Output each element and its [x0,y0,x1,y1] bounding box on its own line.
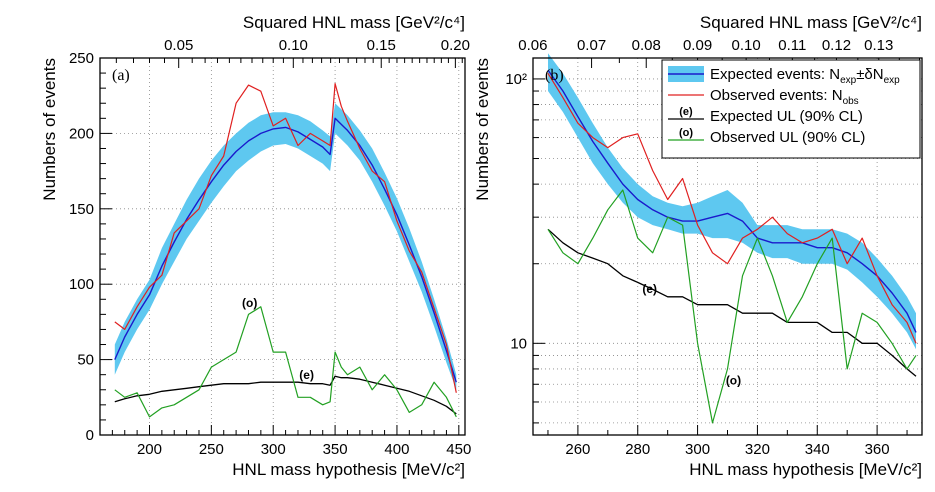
x-axis-title-b: HNL mass hypothesis [MeV/c²] [689,460,922,479]
x-axis-title-a: HNL mass hypothesis [MeV/c²] [232,460,465,479]
top-tick-label: 0.09 [683,37,712,54]
x-tick-label: 350 [323,441,348,458]
y-tick-label: 100 [69,276,94,293]
legend-mark-e: (e) [679,106,693,118]
annotation-expected-ul-b: (e) [642,282,657,296]
x-tick-label: 300 [261,441,286,458]
top-tick-label: 0.10 [279,37,308,54]
x-tick-label: 300 [685,441,710,458]
panel-label-a: (a) [112,67,130,84]
legend-label-expected-ul: Expected UL (90% CL) [710,108,863,125]
plot-area-b [547,53,917,424]
top-tick-label: 0.10 [732,37,761,54]
y-tick-label: 200 [69,125,94,142]
x-tick-label: 320 [745,441,770,458]
legend: Expected events: Nexp±δNexp Observed eve… [661,59,921,159]
y-tick-label: 250 [69,50,94,67]
expected-mean-line [114,117,457,383]
x-tick-label: 450 [446,441,471,458]
legend-label-observed-ul: Observed UL (90% CL) [710,129,865,146]
top-tick-label: 0.12 [822,37,851,54]
observed-ul-line [114,306,457,418]
annotation-expected-ul-a: (e) [299,368,314,382]
x-tick-label: 250 [199,441,224,458]
top-tick-label: 0.08 [632,37,661,54]
observed-line [547,72,917,344]
top-tick-label: 0.20 [441,37,470,54]
plot-frame-a [99,57,466,436]
top-tick-label: 0.11 [778,37,806,54]
expected-band [548,53,916,350]
legend-box [661,59,921,159]
top-tick-label: 0.05 [164,37,193,54]
expected-ul-line [547,228,917,377]
grid-a [100,58,465,435]
panel-a: 200 250 300 350 400 450 0.05 0.10 0.15 0.20 0 50 100… [40,13,471,479]
top-tick-label: 0.15 [367,37,396,54]
top-tick-label: 0.07 [577,37,606,54]
y-tick-label: 10 [510,335,527,352]
legend-label-expected-events: Expected events: Nexp±δNexp [710,66,900,86]
x-tick-label: 200 [137,441,162,458]
x-tick-label: 260 [565,441,590,458]
legend-mark-o: (o) [679,127,693,139]
annotation-observed-ul-b: (o) [726,373,741,387]
x-tick-label: 340 [805,441,830,458]
expected-mean-line [547,69,917,333]
expected-ul-line [114,375,457,415]
legend-label-observed-events: Observed events: Nobs [710,87,859,107]
panel-label-b: (b) [545,67,564,84]
top-tick-label: 0.13 [864,37,893,54]
observed-line [114,82,457,393]
top-axis-title-a: Squared HNL mass [GeV²/c⁴] [243,13,465,32]
y-axis-title-b: Numbers of events [473,58,492,201]
expected-band [114,103,457,390]
y-tick-label: 50 [77,352,94,369]
annotation-observed-ul-a: (o) [242,296,257,310]
ticks-a: 200 250 300 350 400 450 0.05 0.10 0.15 0.20 0 50 100… [69,37,471,458]
y-tick-label: 0 [86,427,94,444]
y-tick-label: 10² [505,71,527,88]
y-tick-label: 150 [69,201,94,218]
panel-b: 260 280 300 320 340 360 0.06 0.07 0.08 0.09 0.10 0.… [473,13,923,479]
x-tick-label: 280 [625,441,650,458]
top-tick-label: 0.06 [518,37,547,54]
y-axis-title-a: Numbers of events [40,58,59,201]
x-tick-label: 400 [384,441,409,458]
plot-area-a [114,82,457,418]
x-tick-label: 360 [865,441,890,458]
observed-ul-line [547,189,917,424]
top-axis-title-b: Squared HNL mass [GeV²/c⁴] [700,13,922,32]
